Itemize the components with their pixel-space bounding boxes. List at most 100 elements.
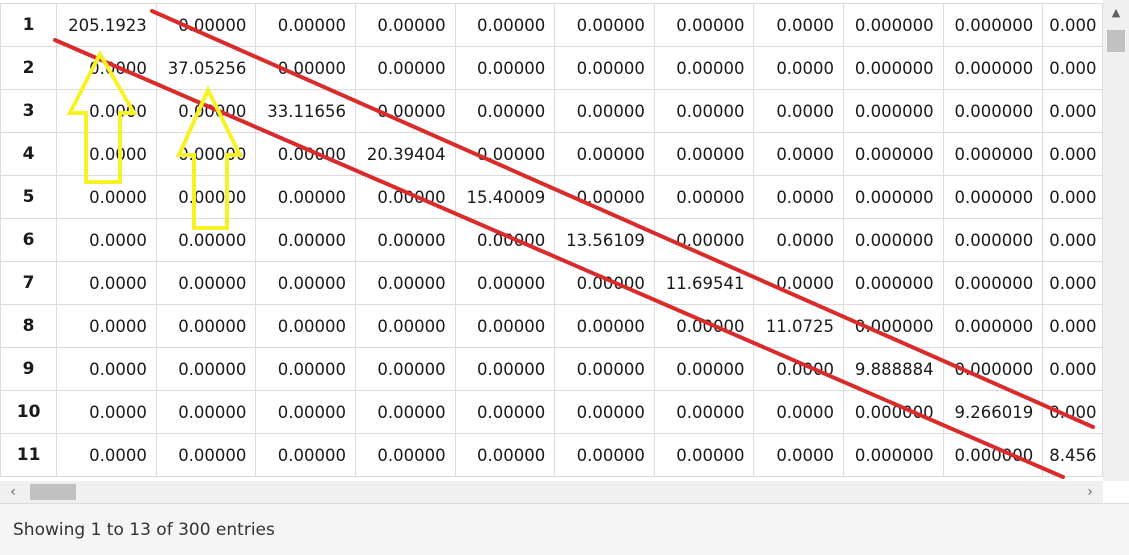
table-cell[interactable]: 0.00000	[454, 89, 556, 133]
table-cell[interactable]: 0.000000	[843, 433, 944, 477]
chevron-left-icon[interactable]: ‹	[10, 484, 16, 500]
table-cell[interactable]: 0.00000	[454, 347, 556, 391]
table-cell[interactable]: 0.00000	[554, 132, 655, 176]
table-cell[interactable]: 0.0000	[753, 46, 845, 90]
table-cell[interactable]: 0.00000	[155, 218, 257, 262]
table-cell[interactable]: 0.00000	[355, 390, 456, 434]
table-cell[interactable]: 0.00000	[554, 46, 655, 90]
table-cell[interactable]: 11.0725	[753, 304, 845, 348]
table-cell[interactable]: 0.000000	[843, 175, 944, 219]
table-cell[interactable]: 0.00000	[255, 3, 357, 47]
table-cell[interactable]: 0.000000	[942, 89, 1044, 133]
table-cell[interactable]: 0.00000	[355, 261, 456, 305]
table-cell[interactable]: 0.00000	[255, 46, 357, 90]
table-cell[interactable]: 13.56109	[554, 218, 655, 262]
table-cell[interactable]: 15.40009	[454, 175, 556, 219]
table-cell[interactable]: 0.000000	[942, 46, 1044, 90]
table-cell[interactable]: 0.00000	[155, 132, 257, 176]
table-cell[interactable]: 0.00000	[554, 261, 655, 305]
table-cell[interactable]: 0.000	[1042, 390, 1103, 434]
table-cell[interactable]: 0.000000	[942, 3, 1044, 47]
table-cell[interactable]: 9.266019	[942, 390, 1044, 434]
table-cell[interactable]: 0.00000	[355, 347, 456, 391]
table-cell[interactable]: 0.00000	[355, 304, 456, 348]
table-cell[interactable]: 0.000	[1042, 261, 1103, 305]
table-cell[interactable]: 0.0000	[753, 347, 845, 391]
table-cell[interactable]: 0.000000	[843, 3, 944, 47]
table-cell[interactable]: 0.00000	[155, 175, 257, 219]
table-cell[interactable]: 0.000	[1042, 175, 1103, 219]
table-cell[interactable]: 20.39404	[355, 132, 456, 176]
table-cell[interactable]: 0.000000	[942, 175, 1044, 219]
table-cell[interactable]: 0.00000	[355, 218, 456, 262]
table-cell[interactable]: 0.0000	[753, 3, 845, 47]
table-cell[interactable]: 0.0000	[56, 390, 157, 434]
chevron-right-icon[interactable]: ›	[1087, 484, 1093, 500]
table-cell[interactable]: 0.0000	[753, 175, 845, 219]
table-cell[interactable]: 0.00000	[653, 218, 755, 262]
table-cell[interactable]: 0.00000	[653, 132, 755, 176]
table-cell[interactable]: 0.0000	[56, 132, 157, 176]
table-cell[interactable]: 0.00000	[355, 433, 456, 477]
table-cell[interactable]: 0.000	[1042, 304, 1103, 348]
table-cell[interactable]: 0.00000	[155, 390, 257, 434]
table-cell[interactable]: 0.00000	[255, 175, 357, 219]
table-cell[interactable]: 0.00000	[554, 89, 655, 133]
table-cell[interactable]: 0.00000	[155, 304, 257, 348]
horizontal-scrollbar[interactable]: ‹ ›	[0, 481, 1103, 503]
table-cell[interactable]: 0.000000	[942, 261, 1044, 305]
table-cell[interactable]: 0.00000	[653, 347, 755, 391]
table-cell[interactable]: 0.00000	[653, 390, 755, 434]
table-cell[interactable]: 0.000	[1042, 347, 1103, 391]
table-cell[interactable]: 0.000000	[942, 304, 1044, 348]
triangle-up-icon[interactable]: ▲	[1111, 5, 1121, 19]
table-cell[interactable]: 37.05256	[155, 46, 257, 90]
table-cell[interactable]: 0.00000	[155, 3, 257, 47]
table-cell[interactable]: 0.00000	[454, 261, 556, 305]
table-cell[interactable]: 0.00000	[454, 218, 556, 262]
table-cell[interactable]: 0.00000	[454, 132, 556, 176]
table-cell[interactable]: 0.00000	[255, 347, 357, 391]
table-cell[interactable]: 33.11656	[255, 89, 357, 133]
table-cell[interactable]: 0.00000	[355, 3, 456, 47]
table-cell[interactable]: 0.000000	[942, 347, 1044, 391]
table-cell[interactable]: 0.0000	[56, 304, 157, 348]
table-cell[interactable]: 0.0000	[56, 347, 157, 391]
table-cell[interactable]: 11.69541	[653, 261, 755, 305]
table-cell[interactable]: 0.0000	[56, 175, 157, 219]
table-cell[interactable]: 0.00000	[454, 433, 556, 477]
table-cell[interactable]: 0.000000	[843, 46, 944, 90]
table-cell[interactable]: 0.000	[1042, 3, 1103, 47]
horizontal-scroll-thumb[interactable]	[30, 484, 76, 500]
table-cell[interactable]: 0.000000	[942, 433, 1044, 477]
table-cell[interactable]: 0.0000	[753, 89, 845, 133]
table-cell[interactable]: 0.0000	[56, 433, 157, 477]
vertical-scrollbar[interactable]: ▲	[1103, 0, 1129, 481]
table-cell[interactable]: 0.00000	[653, 175, 755, 219]
table-cell[interactable]: 205.1923	[56, 3, 157, 47]
table-cell[interactable]: 0.00000	[155, 89, 257, 133]
table-cell[interactable]: 0.00000	[554, 175, 655, 219]
table-cell[interactable]: 0.00000	[255, 132, 357, 176]
table-cell[interactable]: 0.0000	[56, 261, 157, 305]
table-cell[interactable]: 8.456	[1042, 433, 1103, 477]
table-cell[interactable]: 0.000000	[843, 304, 944, 348]
table-cell[interactable]: 0.00000	[355, 89, 456, 133]
table-cell[interactable]: 0.00000	[155, 433, 257, 477]
table-cell[interactable]: 0.0000	[753, 132, 845, 176]
table-cell[interactable]: 0.00000	[454, 3, 556, 47]
table-cell[interactable]: 0.0000	[753, 390, 845, 434]
table-cell[interactable]: 0.00000	[255, 304, 357, 348]
table-cell[interactable]: 0.000000	[843, 261, 944, 305]
table-cell[interactable]: 0.00000	[255, 261, 357, 305]
table-cell[interactable]: 0.00000	[454, 304, 556, 348]
table-cell[interactable]: 0.00000	[355, 46, 456, 90]
table-cell[interactable]: 0.0000	[753, 261, 845, 305]
table-cell[interactable]: 0.000	[1042, 89, 1103, 133]
table-cell[interactable]: 0.00000	[255, 390, 357, 434]
table-cell[interactable]: 0.0000	[56, 218, 157, 262]
table-cell[interactable]: 0.00000	[255, 218, 357, 262]
table-cell[interactable]: 0.0000	[753, 433, 845, 477]
table-cell[interactable]: 0.00000	[454, 46, 556, 90]
table-cell[interactable]: 0.00000	[554, 304, 655, 348]
